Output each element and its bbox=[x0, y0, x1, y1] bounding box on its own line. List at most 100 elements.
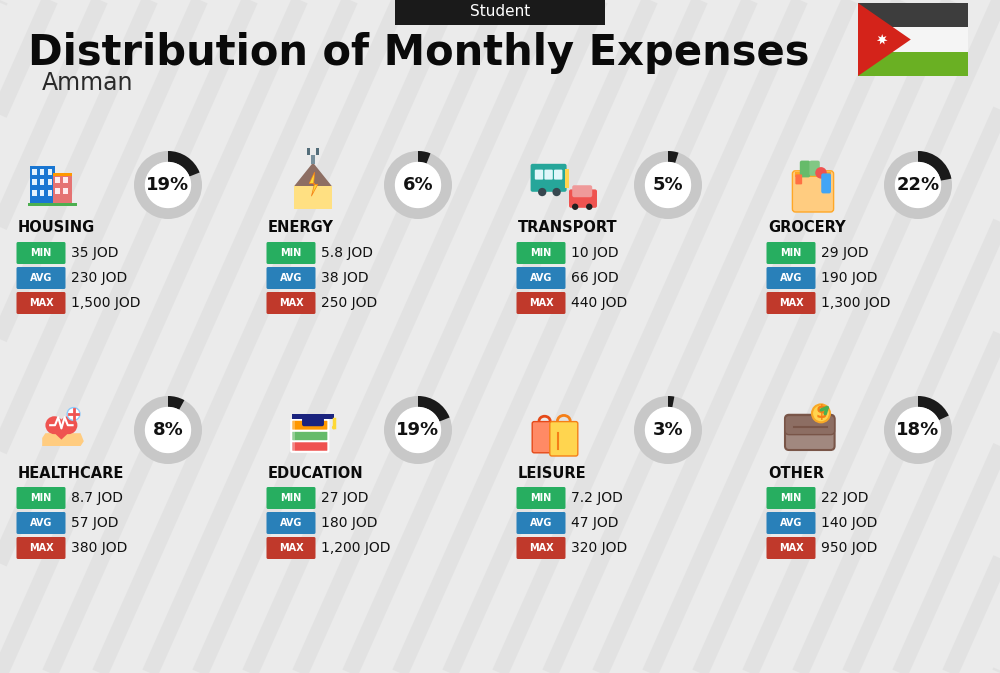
Text: 57 JOD: 57 JOD bbox=[71, 516, 119, 530]
Text: OTHER: OTHER bbox=[768, 466, 824, 481]
FancyBboxPatch shape bbox=[792, 171, 834, 212]
Wedge shape bbox=[918, 151, 951, 180]
Text: MAX: MAX bbox=[279, 543, 303, 553]
FancyBboxPatch shape bbox=[532, 421, 557, 453]
Circle shape bbox=[145, 162, 191, 208]
FancyBboxPatch shape bbox=[63, 177, 68, 183]
Wedge shape bbox=[168, 151, 200, 176]
Text: 10 JOD: 10 JOD bbox=[571, 246, 619, 260]
FancyBboxPatch shape bbox=[535, 170, 543, 180]
Text: 29 JOD: 29 JOD bbox=[821, 246, 869, 260]
Circle shape bbox=[67, 408, 80, 421]
Text: 5%: 5% bbox=[653, 176, 683, 194]
Text: MIN: MIN bbox=[530, 493, 552, 503]
Wedge shape bbox=[918, 396, 949, 420]
Text: 8.7 JOD: 8.7 JOD bbox=[71, 491, 123, 505]
FancyBboxPatch shape bbox=[821, 174, 831, 193]
Circle shape bbox=[815, 167, 827, 178]
Polygon shape bbox=[46, 425, 77, 439]
Text: 6%: 6% bbox=[403, 176, 433, 194]
FancyBboxPatch shape bbox=[795, 174, 802, 184]
FancyBboxPatch shape bbox=[294, 186, 332, 209]
Text: MIN: MIN bbox=[780, 248, 802, 258]
Polygon shape bbox=[877, 34, 888, 44]
FancyBboxPatch shape bbox=[395, 0, 605, 25]
FancyBboxPatch shape bbox=[516, 537, 566, 559]
FancyBboxPatch shape bbox=[55, 177, 60, 183]
Text: AVG: AVG bbox=[530, 273, 552, 283]
Wedge shape bbox=[668, 151, 679, 163]
Circle shape bbox=[332, 425, 336, 429]
FancyBboxPatch shape bbox=[565, 169, 569, 188]
FancyBboxPatch shape bbox=[53, 173, 72, 176]
Text: Distribution of Monthly Expenses: Distribution of Monthly Expenses bbox=[28, 32, 810, 74]
Text: 180 JOD: 180 JOD bbox=[321, 516, 378, 530]
FancyBboxPatch shape bbox=[292, 442, 295, 451]
Wedge shape bbox=[134, 396, 202, 464]
Text: ENERGY: ENERGY bbox=[268, 221, 334, 236]
Text: 7.2 JOD: 7.2 JOD bbox=[571, 491, 623, 505]
Wedge shape bbox=[384, 396, 452, 464]
FancyBboxPatch shape bbox=[292, 414, 334, 419]
FancyBboxPatch shape bbox=[569, 189, 597, 208]
FancyBboxPatch shape bbox=[767, 487, 816, 509]
Text: 22%: 22% bbox=[896, 176, 940, 194]
FancyBboxPatch shape bbox=[544, 170, 553, 180]
Wedge shape bbox=[668, 396, 674, 407]
FancyBboxPatch shape bbox=[516, 487, 566, 509]
Polygon shape bbox=[294, 163, 332, 186]
Text: 440 JOD: 440 JOD bbox=[571, 296, 627, 310]
Text: MIN: MIN bbox=[30, 493, 52, 503]
Wedge shape bbox=[634, 396, 702, 464]
FancyBboxPatch shape bbox=[800, 161, 810, 178]
FancyBboxPatch shape bbox=[516, 242, 566, 264]
Text: 1,500 JOD: 1,500 JOD bbox=[71, 296, 140, 310]
Polygon shape bbox=[309, 172, 318, 197]
FancyBboxPatch shape bbox=[40, 190, 44, 195]
FancyBboxPatch shape bbox=[316, 148, 319, 155]
Text: AVG: AVG bbox=[780, 518, 802, 528]
Text: 3%: 3% bbox=[653, 421, 683, 439]
Text: 140 JOD: 140 JOD bbox=[821, 516, 877, 530]
FancyBboxPatch shape bbox=[767, 512, 816, 534]
Text: HEALTHCARE: HEALTHCARE bbox=[18, 466, 124, 481]
Text: MIN: MIN bbox=[280, 493, 302, 503]
Text: 35 JOD: 35 JOD bbox=[71, 246, 119, 260]
FancyBboxPatch shape bbox=[266, 512, 316, 534]
FancyBboxPatch shape bbox=[292, 431, 295, 440]
FancyBboxPatch shape bbox=[16, 267, 66, 289]
Text: 1,200 JOD: 1,200 JOD bbox=[321, 541, 390, 555]
FancyBboxPatch shape bbox=[858, 52, 968, 76]
FancyBboxPatch shape bbox=[307, 148, 310, 155]
Wedge shape bbox=[384, 151, 452, 219]
FancyBboxPatch shape bbox=[554, 170, 562, 180]
Text: Student: Student bbox=[470, 3, 530, 18]
FancyBboxPatch shape bbox=[767, 292, 816, 314]
FancyBboxPatch shape bbox=[795, 172, 831, 177]
FancyBboxPatch shape bbox=[516, 292, 566, 314]
Text: MAX: MAX bbox=[29, 543, 53, 553]
Wedge shape bbox=[418, 396, 450, 421]
Text: 8%: 8% bbox=[153, 421, 183, 439]
Text: 950 JOD: 950 JOD bbox=[821, 541, 877, 555]
Text: 22 JOD: 22 JOD bbox=[821, 491, 868, 505]
Circle shape bbox=[145, 407, 191, 453]
Text: GROCERY: GROCERY bbox=[768, 221, 846, 236]
Text: MAX: MAX bbox=[279, 298, 303, 308]
Text: 1,300 JOD: 1,300 JOD bbox=[821, 296, 891, 310]
FancyBboxPatch shape bbox=[16, 512, 66, 534]
Wedge shape bbox=[884, 396, 952, 464]
Text: AVG: AVG bbox=[530, 518, 552, 528]
Text: 5.8 JOD: 5.8 JOD bbox=[321, 246, 373, 260]
Circle shape bbox=[45, 416, 63, 434]
Circle shape bbox=[395, 162, 441, 208]
Wedge shape bbox=[634, 151, 702, 219]
Wedge shape bbox=[418, 151, 431, 164]
Circle shape bbox=[586, 203, 592, 210]
Text: AVG: AVG bbox=[30, 518, 52, 528]
FancyBboxPatch shape bbox=[63, 188, 68, 194]
FancyBboxPatch shape bbox=[767, 267, 816, 289]
Circle shape bbox=[645, 162, 691, 208]
Text: AVG: AVG bbox=[780, 273, 802, 283]
Text: $: $ bbox=[815, 404, 827, 423]
